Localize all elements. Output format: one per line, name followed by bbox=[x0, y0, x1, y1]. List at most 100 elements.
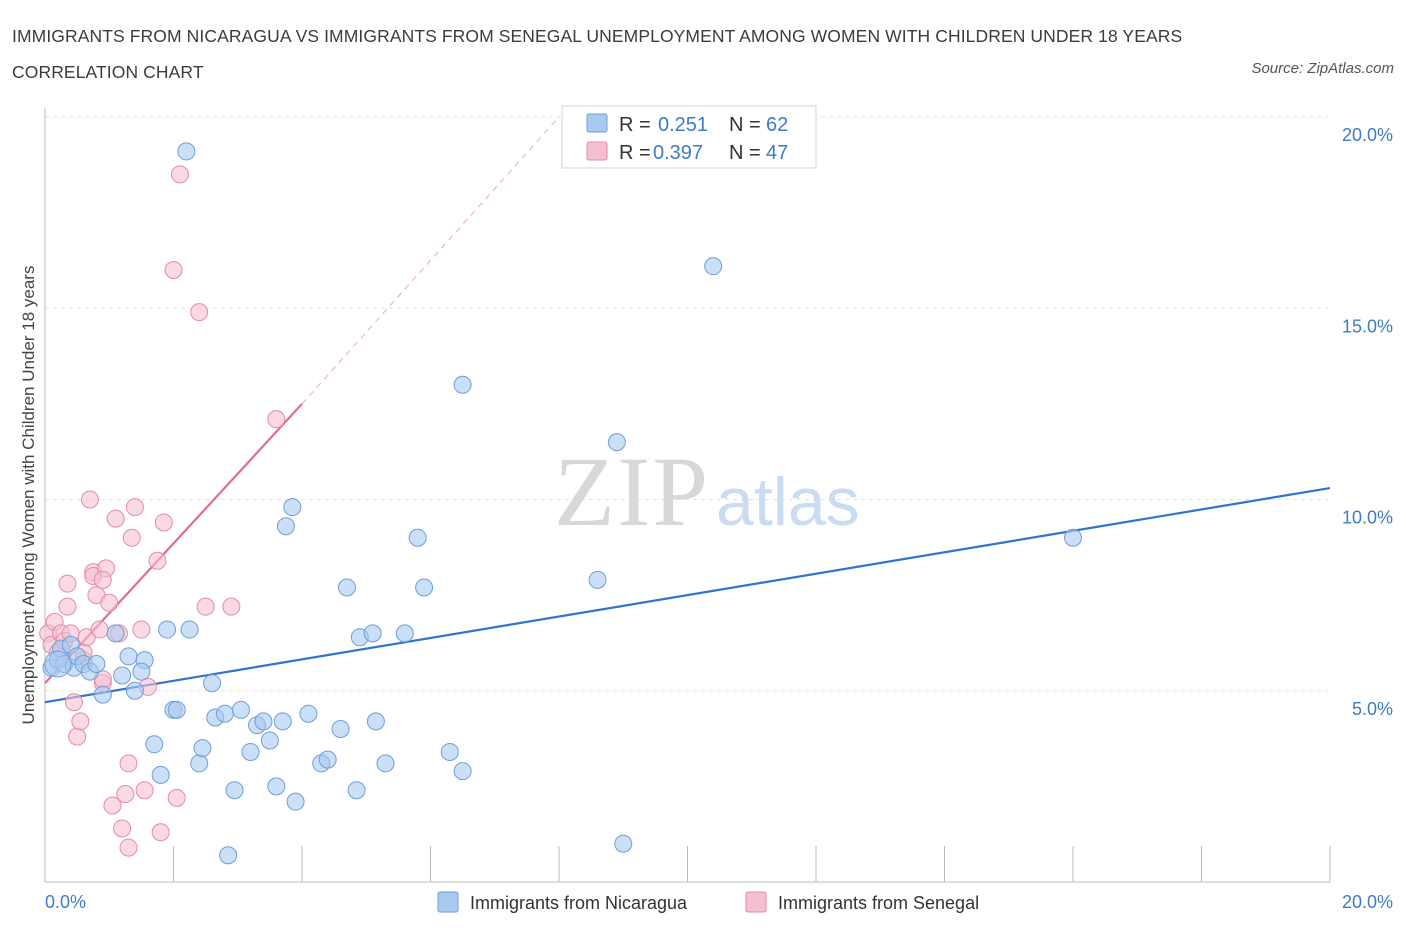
nicaragua-point bbox=[299, 704, 318, 723]
nicaragua-point bbox=[145, 735, 164, 754]
stats-r-value: 0.251 bbox=[658, 114, 708, 136]
axes bbox=[44, 108, 1331, 883]
nicaragua-point bbox=[267, 777, 286, 796]
watermark-atlas: atlas bbox=[716, 464, 860, 540]
nicaragua-point bbox=[167, 700, 186, 719]
tick-labels: 5.0% 10.0% 15.0% 20.0% 0.0% 20.0% bbox=[45, 125, 1393, 912]
nicaragua-point bbox=[93, 685, 112, 704]
watermark: ZIP atlas bbox=[554, 436, 860, 547]
senegal-point bbox=[68, 727, 87, 746]
nicaragua-point bbox=[440, 742, 459, 761]
stats-n-value: 47 bbox=[766, 142, 788, 164]
nicaragua-point bbox=[366, 712, 385, 731]
nicaragua-point bbox=[337, 578, 356, 597]
stats-swatch-senegal bbox=[586, 141, 608, 161]
senegal-point bbox=[116, 785, 135, 804]
stats-r-value: 0.397 bbox=[653, 142, 703, 164]
stats-r-label: R = bbox=[619, 142, 651, 164]
nicaragua-point bbox=[276, 517, 295, 536]
y-tick-label: 10.0% bbox=[1342, 508, 1393, 528]
senegal-point bbox=[148, 551, 167, 570]
nicaragua-point bbox=[219, 846, 238, 865]
senegal-point bbox=[154, 513, 173, 532]
trend-lines bbox=[44, 116, 1331, 704]
nicaragua-point bbox=[215, 704, 234, 723]
nicaragua-point bbox=[260, 731, 279, 750]
source-label: Source: ZipAtlas.com bbox=[1251, 60, 1394, 77]
y-tick-label: 15.0% bbox=[1342, 316, 1393, 336]
senegal-point bbox=[113, 819, 132, 838]
x-tick-label: 20.0% bbox=[1342, 892, 1393, 912]
legend-label-senegal: Immigrants from Senegal bbox=[778, 893, 979, 913]
y-tick-label: 20.0% bbox=[1342, 125, 1393, 145]
nicaragua-point bbox=[203, 674, 222, 693]
nicaragua-point bbox=[614, 834, 633, 853]
stats-n-value: 62 bbox=[766, 114, 788, 136]
nicaragua-point bbox=[190, 754, 209, 773]
senegal-point bbox=[190, 303, 209, 322]
senegal-point bbox=[71, 712, 90, 731]
nicaragua-point bbox=[453, 375, 472, 394]
nicaragua-point bbox=[177, 142, 196, 161]
nicaragua-point bbox=[119, 647, 138, 666]
nicaragua-point bbox=[125, 681, 144, 700]
senegal-point bbox=[122, 528, 141, 547]
nicaragua-point bbox=[376, 754, 395, 773]
nicaragua-point bbox=[225, 781, 244, 800]
stats-r-label: R = bbox=[619, 114, 651, 136]
senegal-point bbox=[135, 781, 154, 800]
nicaragua-point bbox=[87, 654, 106, 673]
nicaragua-point bbox=[241, 742, 260, 761]
senegal-point bbox=[125, 498, 144, 517]
stats-box: R = 0.251 N = 62 R = 0.397 N = 47 bbox=[561, 105, 817, 169]
senegal-point bbox=[106, 509, 125, 528]
nicaragua-point bbox=[318, 750, 337, 769]
trend-line-nicaragua bbox=[44, 486, 1331, 704]
nicaragua-point bbox=[331, 720, 350, 738]
senegal-point bbox=[93, 570, 112, 589]
senegal-point bbox=[58, 574, 77, 593]
stats-n-label: N = bbox=[729, 142, 761, 164]
nicaragua-point bbox=[231, 700, 250, 719]
trend-line-senegal-extension bbox=[301, 116, 560, 405]
stats-swatch-nicaragua bbox=[586, 113, 608, 133]
senegal-point bbox=[170, 165, 189, 184]
nicaragua-point bbox=[193, 739, 212, 758]
nicaragua-point bbox=[44, 650, 72, 678]
data-points bbox=[39, 142, 1082, 865]
nicaragua-point bbox=[453, 762, 472, 781]
senegal-point bbox=[151, 823, 170, 842]
legend-swatch-nicaragua bbox=[437, 891, 459, 913]
nicaragua-point bbox=[158, 620, 177, 639]
y-axis-title: Unemployment Among Women with Children U… bbox=[19, 266, 38, 725]
senegal-point bbox=[132, 620, 151, 639]
senegal-point bbox=[196, 597, 215, 616]
nicaragua-point bbox=[273, 712, 292, 731]
nicaragua-point bbox=[283, 498, 302, 517]
nicaragua-point bbox=[1064, 528, 1082, 547]
nicaragua-point bbox=[106, 624, 125, 643]
chart-title: IMMIGRANTS FROM NICARAGUA VS IMMIGRANTS … bbox=[12, 26, 1183, 82]
watermark-zip: ZIP bbox=[554, 436, 710, 547]
senegal-point bbox=[103, 796, 122, 815]
nicaragua-point bbox=[588, 570, 607, 589]
nicaragua-point bbox=[408, 528, 427, 547]
nicaragua-point bbox=[254, 712, 273, 731]
x-tick-label: 0.0% bbox=[45, 892, 86, 912]
legend-label-nicaragua: Immigrants from Nicaragua bbox=[470, 893, 688, 913]
nicaragua-point bbox=[415, 578, 434, 597]
nicaragua-point bbox=[151, 765, 170, 784]
stats-n-label: N = bbox=[729, 114, 761, 136]
nicaragua-point bbox=[607, 433, 626, 452]
senegal-point bbox=[64, 693, 83, 712]
senegal-point bbox=[167, 788, 186, 807]
nicaragua-point bbox=[704, 257, 723, 276]
nicaragua-point bbox=[395, 624, 414, 643]
nicaragua-point bbox=[132, 662, 151, 681]
senegal-point bbox=[58, 597, 77, 616]
nicaragua-point bbox=[363, 624, 382, 643]
senegal-point bbox=[267, 410, 286, 429]
legend: Immigrants from Nicaragua Immigrants fro… bbox=[437, 891, 979, 913]
nicaragua-point bbox=[180, 620, 199, 639]
